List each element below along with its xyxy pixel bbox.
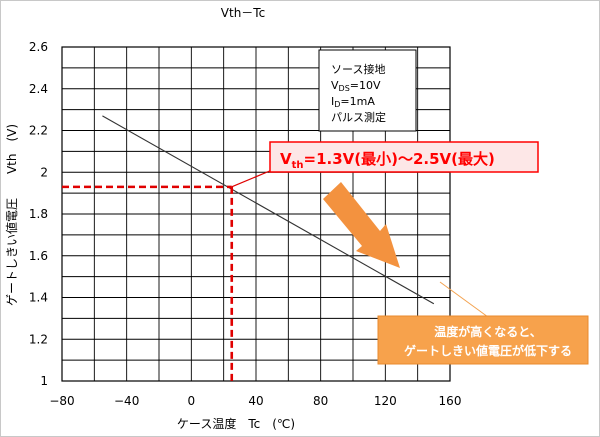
y-axis-label: ゲートしきい値電圧 Vth (V) <box>4 124 19 306</box>
highlight-box <box>269 141 539 173</box>
y-tick-label: 1.6 <box>29 249 48 263</box>
x-tick-label: 120 <box>374 394 397 408</box>
x-tick-label: 80 <box>313 394 328 408</box>
y-tick-labels: 1 1.2 1.4 1.6 1.8 2 2.2 2.4 2.6 <box>29 40 48 388</box>
x-tick-label: 40 <box>248 394 263 408</box>
y-tick-label: 2.6 <box>29 40 48 54</box>
highlight-text: Vth=1.3V(最小)～2.5V(最大) <box>280 150 495 171</box>
note-callout-line <box>439 281 489 318</box>
y-tick-label: 1 <box>40 374 48 388</box>
condition-line: ソース接地 <box>331 63 385 76</box>
note-line-2: ゲートしきい値電圧が低下する <box>404 343 572 358</box>
condition-line: ID=1mA <box>331 95 375 109</box>
chart-title: Vth－Tc <box>221 6 265 20</box>
note-line-1: 温度が高くなると、 <box>434 324 542 339</box>
x-tick-labels: −80 −40 0 40 80 120 160 <box>49 394 461 408</box>
y-tick-label: 2.2 <box>29 124 48 138</box>
x-tick-label: −40 <box>114 394 139 408</box>
y-tick-label: 2.4 <box>29 82 48 96</box>
plot-border <box>61 46 451 382</box>
y-tick-label: 1.4 <box>29 291 48 305</box>
y-tick-label: 1.8 <box>29 207 48 221</box>
series-line <box>102 115 435 305</box>
x-tick-label: 0 <box>188 394 196 408</box>
y-tick-label: 2 <box>40 165 48 179</box>
highlight-callout-line <box>231 169 273 188</box>
x-tick-label: 160 <box>439 394 462 408</box>
x-tick-label: −80 <box>49 394 74 408</box>
x-axis-label: ケース温度 Tc (℃) <box>177 416 295 431</box>
note-box <box>377 315 589 365</box>
condition-line: VDS=10V <box>331 79 381 93</box>
y-tick-label: 1.2 <box>29 332 48 346</box>
trend-arrow-icon <box>323 182 400 268</box>
conditions-box <box>318 49 417 132</box>
condition-line: パルス測定 <box>331 110 386 124</box>
